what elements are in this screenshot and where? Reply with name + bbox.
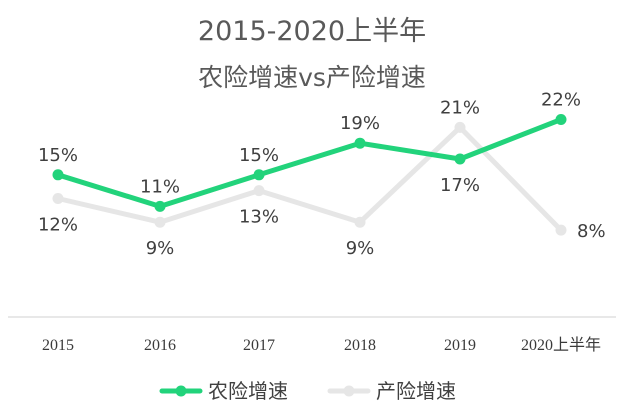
chart-title: 2015-2020上半年 — [198, 16, 426, 47]
x-tick-labels: 2015 2016 2017 2018 2019 2020上半年 — [42, 336, 601, 354]
x-tick-label-5: 2020上半年 — [521, 336, 601, 354]
chart-subtitle: 农险增速vs产险增速 — [198, 63, 426, 92]
legend-label-0: 农险增速 — [208, 379, 288, 403]
series-line-0 — [55, 117, 564, 209]
series-0: 15% 11% 15% 19% 17% 22% — [38, 90, 581, 212]
series-0-point-2 — [253, 169, 265, 181]
series-1-data-label-5: 8% — [577, 221, 606, 242]
x-tick-label-1: 2016 — [144, 337, 176, 354]
series-0-point-0 — [52, 169, 64, 181]
series-1-data-label-3: 9% — [346, 238, 375, 259]
series-0-point-5 — [555, 114, 567, 125]
series-layer: 12% 9% 13% 9% 21% 8% 15% 11% 15% 19% 17% 22% — [38, 90, 606, 260]
series-1-data-label-1: 9% — [146, 238, 175, 259]
series-0-data-label-1: 11% — [140, 176, 180, 197]
series-0-point-3 — [354, 137, 366, 149]
legend-item-1: 产险增速 — [327, 379, 456, 403]
x-tick-label-0: 2015 — [42, 337, 74, 354]
x-tick-label-2: 2017 — [243, 337, 275, 354]
series-0-point-4 — [454, 153, 466, 165]
legend-swatch-marker-1 — [343, 385, 355, 397]
series-0-data-label-4: 17% — [440, 175, 480, 196]
series-1-point-2 — [253, 185, 265, 197]
series-line-1 — [55, 124, 564, 233]
series-0-data-label-0: 15% — [38, 145, 78, 166]
series-1: 12% 9% 13% 9% 21% 8% — [38, 97, 606, 259]
legend-swatch-marker-0 — [175, 385, 187, 397]
x-tick-label-4: 2019 — [444, 337, 476, 354]
series-1-point-0 — [52, 193, 64, 204]
x-tick-label-3: 2018 — [344, 337, 376, 354]
legend-item-0: 农险增速 — [159, 379, 288, 403]
series-0-point-1 — [154, 200, 166, 212]
series-1-data-label-2: 13% — [239, 207, 279, 228]
series-0-data-label-5: 22% — [541, 90, 581, 111]
series-1-point-4 — [454, 121, 466, 133]
legend: 农险增速 产险增速 — [159, 379, 456, 403]
series-0-data-label-3: 19% — [340, 113, 380, 134]
series-1-point-1 — [154, 216, 166, 228]
series-1-data-label-0: 12% — [38, 215, 78, 236]
legend-label-1: 产险增速 — [376, 379, 456, 403]
series-0-data-label-2: 15% — [239, 145, 279, 166]
series-1-point-3 — [354, 216, 366, 228]
series-1-data-label-4: 21% — [440, 97, 480, 118]
series-1-point-5 — [555, 224, 567, 236]
